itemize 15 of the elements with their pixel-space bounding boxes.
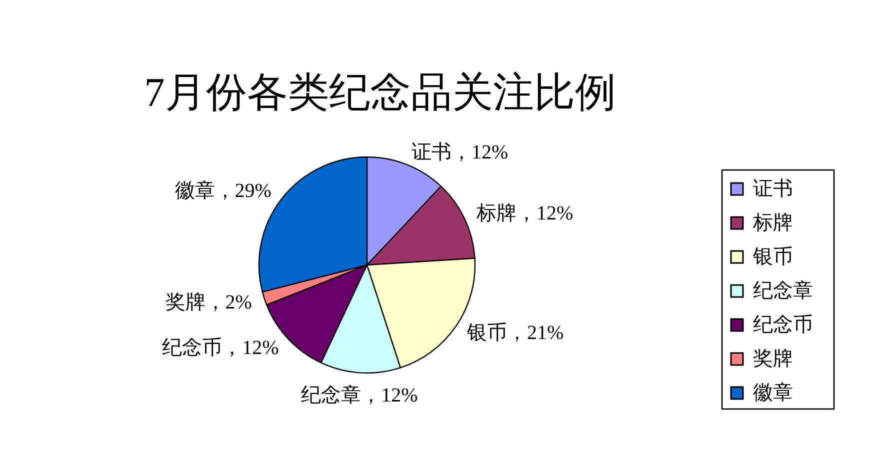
legend-label: 银币 bbox=[752, 246, 793, 268]
legend-label: 奖牌 bbox=[753, 348, 793, 370]
legend-label: 纪念章 bbox=[753, 280, 813, 302]
data-label: 奖牌，2% bbox=[165, 291, 252, 314]
data-label: 纪念币，12% bbox=[162, 336, 279, 359]
data-label: 银币，21% bbox=[467, 322, 564, 344]
title: 7月份各类纪念品关注比例 bbox=[144, 69, 616, 115]
data-label: 纪念章，12% bbox=[301, 384, 418, 407]
data-label: 标牌，12% bbox=[476, 202, 574, 224]
legend-label: 证书 bbox=[753, 178, 793, 200]
data-label: 证书，12% bbox=[412, 142, 508, 164]
legend-label: 标牌 bbox=[752, 212, 793, 234]
legend-label: 徽章 bbox=[753, 382, 793, 404]
data-label: 徽章，29% bbox=[174, 180, 272, 202]
legend-label: 纪念币 bbox=[753, 314, 813, 336]
